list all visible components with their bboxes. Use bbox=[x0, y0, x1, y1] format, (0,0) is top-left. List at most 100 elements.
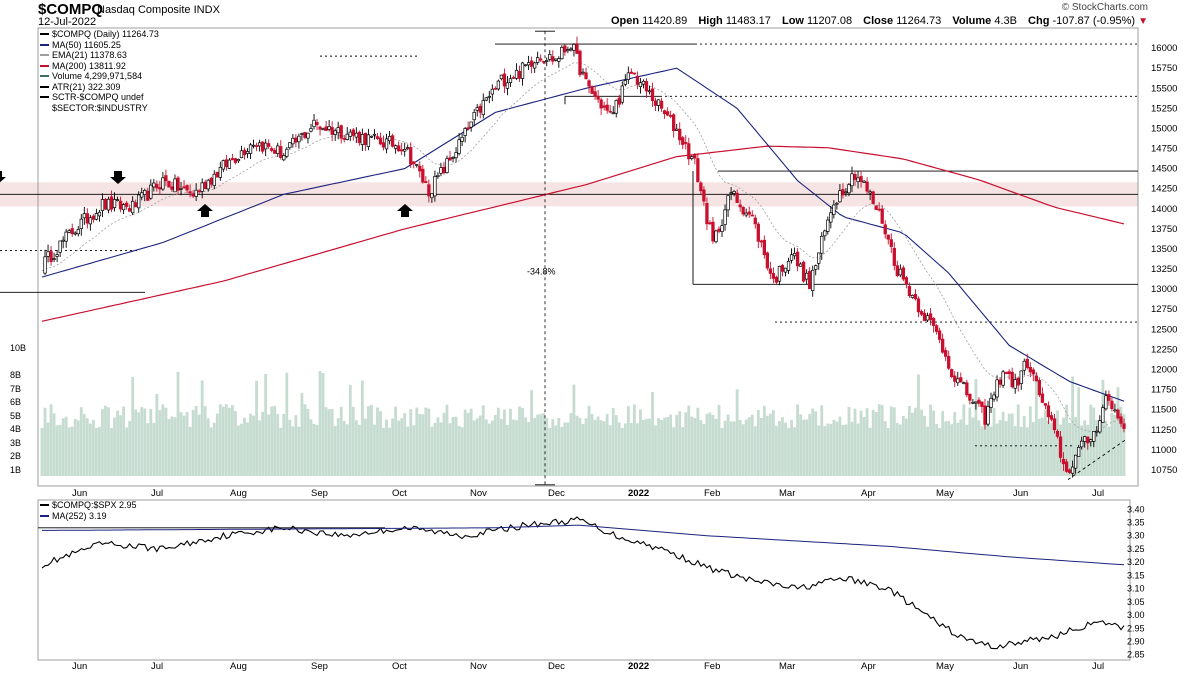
candle-body bbox=[203, 181, 207, 190]
candle-body bbox=[532, 62, 537, 69]
candle-body bbox=[478, 105, 482, 113]
volume-bar bbox=[971, 417, 975, 476]
volume-bar bbox=[548, 427, 552, 476]
volume-bar bbox=[442, 412, 446, 476]
volume-bar bbox=[1019, 426, 1023, 476]
candle-body bbox=[427, 184, 431, 197]
candle-body bbox=[614, 100, 618, 114]
month-label: Mar bbox=[779, 661, 795, 672]
volume-bar bbox=[1113, 414, 1117, 476]
volume-bar bbox=[237, 425, 240, 476]
candle-body bbox=[230, 158, 235, 161]
candle-body bbox=[421, 168, 425, 183]
volume-bar bbox=[883, 421, 887, 476]
candle-body bbox=[937, 330, 942, 340]
volume-bar bbox=[575, 415, 579, 476]
candle-body bbox=[653, 100, 658, 106]
candle-body bbox=[76, 229, 80, 235]
volume-bar bbox=[354, 420, 358, 476]
candle-body bbox=[856, 177, 860, 183]
legend-entry: EMA(21) 11378.63 bbox=[40, 50, 159, 61]
candle-body bbox=[841, 189, 845, 196]
candle-body bbox=[681, 137, 685, 145]
candle-body bbox=[750, 214, 754, 217]
volume-bar bbox=[131, 376, 135, 476]
candle-body bbox=[127, 208, 132, 212]
month-label: Jul bbox=[1092, 661, 1104, 672]
candle-body bbox=[239, 150, 244, 159]
volume-bar bbox=[847, 406, 851, 476]
volume-bar bbox=[61, 418, 65, 476]
volume-bar bbox=[388, 427, 391, 476]
candle-body bbox=[1031, 369, 1035, 375]
candle-body bbox=[883, 224, 887, 235]
candle-body bbox=[167, 180, 171, 188]
month-label: Jun bbox=[72, 488, 87, 499]
candle-body bbox=[303, 132, 307, 138]
volume-bar bbox=[424, 407, 428, 476]
volume-bar bbox=[853, 408, 857, 476]
candle-body bbox=[623, 80, 627, 85]
volume-bar bbox=[52, 413, 56, 476]
volume-bar bbox=[146, 423, 150, 476]
candle-body bbox=[339, 125, 343, 139]
volume-bar bbox=[566, 422, 570, 476]
legend-entry: Volume 4,299,971,584 bbox=[40, 71, 159, 82]
candle-body bbox=[738, 204, 742, 208]
volume-bar bbox=[590, 413, 594, 476]
candle-body bbox=[279, 146, 283, 158]
candle-body bbox=[294, 137, 298, 143]
volume-bar bbox=[732, 421, 736, 476]
volume-bar bbox=[427, 408, 431, 476]
volume-bar bbox=[908, 405, 911, 476]
volume-bar bbox=[557, 418, 561, 476]
volume-bar bbox=[1068, 422, 1071, 476]
volume-bar bbox=[397, 420, 401, 476]
candle-body bbox=[97, 211, 102, 217]
month-label: Mar bbox=[779, 488, 795, 499]
volume-bar bbox=[560, 426, 564, 476]
candle-body bbox=[245, 151, 250, 154]
volume-bar bbox=[221, 406, 225, 476]
candle-body bbox=[511, 77, 516, 79]
candle-body bbox=[1107, 394, 1111, 401]
volume-bar bbox=[666, 417, 670, 476]
volume-bar bbox=[309, 419, 313, 476]
price-tick-label: 13750 bbox=[1151, 224, 1177, 235]
legend-text: MA(50) 11605.25 bbox=[52, 39, 121, 50]
volume-bar bbox=[481, 405, 485, 476]
volume-bar bbox=[376, 407, 379, 476]
volume-bar bbox=[85, 418, 89, 476]
candle-body bbox=[826, 219, 830, 232]
volume-bar bbox=[914, 407, 917, 476]
candle-body bbox=[560, 47, 564, 60]
volume-bar bbox=[762, 405, 766, 476]
volume-bar bbox=[512, 419, 515, 476]
candle-body bbox=[200, 182, 204, 192]
arrow-down-icon bbox=[110, 171, 126, 184]
candle-body bbox=[702, 189, 706, 202]
volume-bar bbox=[778, 420, 781, 476]
candle-body bbox=[52, 258, 56, 260]
arrow-down-icon bbox=[0, 171, 6, 183]
candle-body bbox=[977, 399, 981, 404]
volume-bar bbox=[938, 427, 942, 476]
volume-bar bbox=[805, 419, 809, 476]
volume-bar bbox=[315, 424, 319, 476]
candle-body bbox=[678, 128, 682, 141]
volume-bar bbox=[781, 417, 784, 476]
candle-body bbox=[620, 85, 624, 103]
volume-bar bbox=[593, 419, 597, 476]
volume-bar bbox=[527, 421, 530, 476]
candle-body bbox=[608, 110, 612, 113]
volume-bar bbox=[134, 409, 138, 476]
candle-body bbox=[481, 100, 485, 115]
candle-body bbox=[995, 379, 999, 398]
candle-body bbox=[684, 141, 688, 144]
volume-bar bbox=[276, 414, 280, 476]
candle-body bbox=[665, 111, 670, 116]
volume-bar bbox=[1104, 420, 1108, 476]
volume-bar bbox=[140, 407, 144, 476]
volume-bar bbox=[738, 419, 742, 476]
ratio-tick-label: 3.35 bbox=[1127, 518, 1145, 528]
